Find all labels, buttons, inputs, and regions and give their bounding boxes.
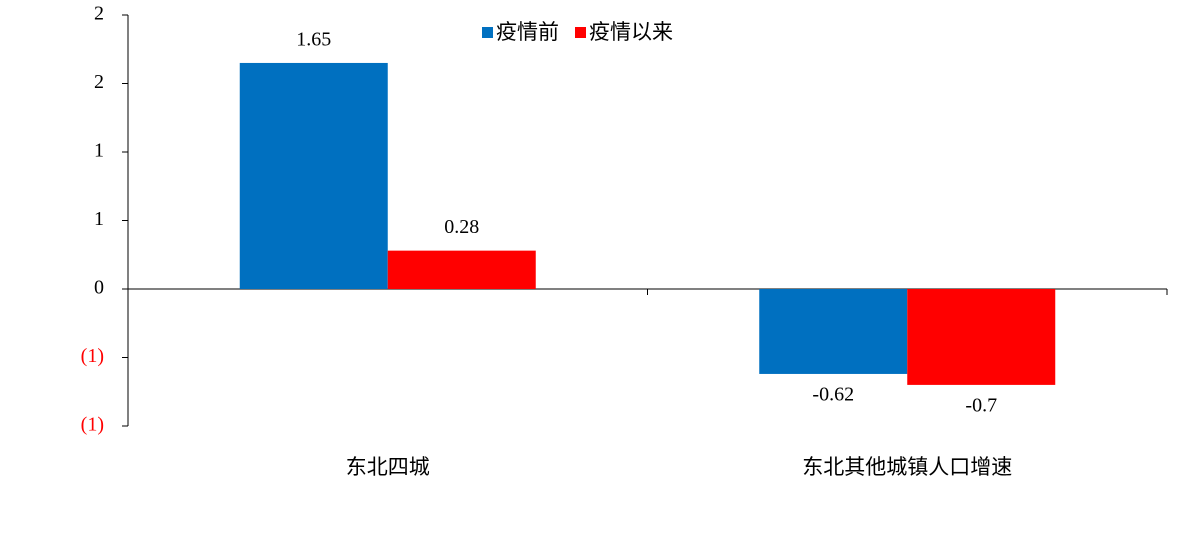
bar (239, 62, 388, 290)
value-label: -0.62 (812, 384, 854, 406)
value-label: 0.28 (444, 216, 479, 238)
y-tick-label: (1) (81, 414, 104, 436)
legend-label: 疫情前 (496, 20, 559, 44)
legend-label: 疫情以来 (589, 20, 673, 44)
x-tick-label: 东北其他城镇人口增速 (802, 455, 1012, 479)
y-tick-label: 1 (94, 140, 104, 162)
x-tick-label: 东北四城 (346, 455, 430, 479)
value-label: 1.65 (296, 29, 331, 51)
bar (387, 250, 536, 289)
bar (907, 289, 1056, 385)
y-tick-label: 2 (94, 3, 104, 25)
y-tick-label: 2 (94, 71, 104, 93)
legend-swatch (482, 27, 493, 38)
legend-swatch (575, 27, 586, 38)
bar (759, 289, 908, 374)
y-tick-label: 1 (94, 208, 104, 230)
value-label: -0.7 (965, 394, 997, 416)
y-tick-label: (1) (81, 345, 104, 367)
y-tick-label: 0 (94, 277, 104, 299)
